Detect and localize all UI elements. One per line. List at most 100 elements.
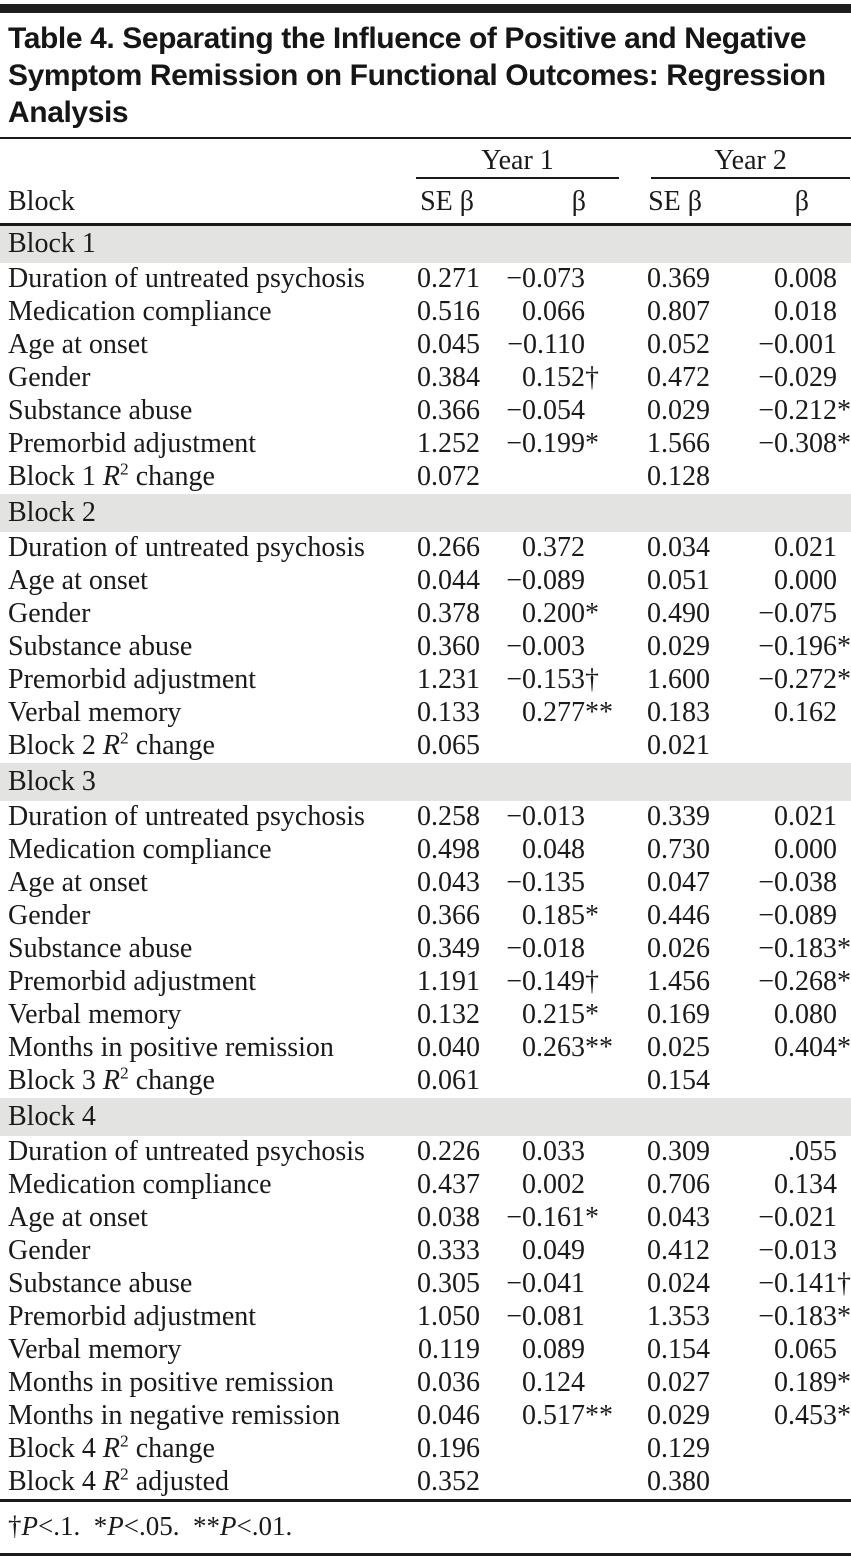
- year1-beta-value: 0.215 *: [490, 999, 620, 1032]
- year1-beta-value: [490, 1466, 620, 1499]
- row-label: Premorbid adjustment: [8, 428, 257, 459]
- row-label: Block 3 R2 change: [8, 1063, 215, 1096]
- table-row: Age at onset 0.043 −0.135 0.047 −0.038: [0, 867, 851, 900]
- row-label: Verbal memory: [8, 697, 182, 728]
- beta-value-wrap: −0.054: [490, 395, 620, 427]
- table-row: Verbal memory 0.132 0.215 * 0.169 0.080: [0, 999, 851, 1032]
- beta-number: 0.124: [522, 1367, 586, 1398]
- significance-marker: **: [585, 1400, 614, 1431]
- year2-se-beta-value: 0.706: [647, 1169, 711, 1200]
- table-row: Premorbid adjustment 1.252 −0.199 * 1.566 −0.…: [0, 428, 851, 461]
- significance-marker: [585, 263, 620, 295]
- significance-marker: [837, 1235, 851, 1267]
- beta-number: −0.308: [758, 428, 838, 459]
- year2-se-beta-value: 0.490: [647, 598, 711, 629]
- beta-value-wrap: 0.162: [712, 697, 851, 729]
- beta-number: 0.008: [774, 263, 838, 294]
- table-body: Block 1 Duration of untreated psychosis 0.…: [0, 224, 851, 1499]
- significance-marker: [837, 697, 851, 729]
- row-label: Premorbid adjustment: [8, 664, 257, 695]
- year1-beta-value: 0.124: [490, 1367, 620, 1400]
- beta-number: 0.066: [522, 296, 586, 327]
- beta-number: 0.263: [522, 1032, 586, 1063]
- beta-number: 0.200: [522, 598, 586, 629]
- beta-number: 0.048: [522, 834, 586, 865]
- row-label: Premorbid adjustment: [8, 1301, 257, 1332]
- row-label: Block 4 R2 adjusted: [8, 1464, 229, 1497]
- beta-value-wrap: 0.021: [712, 801, 851, 833]
- beta-number: −0.161: [506, 1202, 586, 1233]
- year1-se-beta-value: 0.378: [417, 598, 480, 629]
- year2-se-beta-value: 0.128: [647, 461, 711, 492]
- significance-marker: †: [585, 966, 600, 997]
- year1-se-beta-value: 0.437: [417, 1169, 480, 1200]
- year1-beta-value: 0.277 **: [490, 697, 620, 730]
- row-label: Medication compliance: [8, 834, 272, 865]
- beta-value-wrap: 0.372: [490, 532, 620, 564]
- beta-number: −0.196: [758, 631, 838, 662]
- table-row: Substance abuse 0.366 −0.054 0.029 −0.212 *: [0, 395, 851, 428]
- beta-number: 0.002: [522, 1169, 586, 1200]
- beta-number: 0.000: [774, 834, 838, 865]
- year2-se-beta-header: SE β: [620, 180, 713, 226]
- beta-number: −0.003: [506, 631, 586, 662]
- beta-number: −0.141: [758, 1268, 838, 1299]
- significance-marker: [585, 296, 620, 328]
- year2-beta-value: −0.183 *: [712, 933, 851, 966]
- year1-beta-value: 0.089: [490, 1334, 620, 1367]
- row-label: Months in positive remission: [8, 1367, 334, 1398]
- year2-beta-value: 0.018: [712, 296, 851, 329]
- significance-marker: **: [837, 664, 851, 695]
- beta-value-wrap: 0.049: [490, 1235, 620, 1267]
- row-label: Block 1 R2 change: [8, 459, 215, 492]
- year2-beta-value: 0.021: [712, 801, 851, 834]
- year2-se-beta-value: 0.412: [647, 1235, 711, 1266]
- beta-value-wrap: −0.308**: [712, 428, 851, 460]
- beta-value-wrap: −0.029: [712, 362, 851, 394]
- beta-number: 0.049: [522, 1235, 586, 1266]
- significance-marker: [585, 395, 620, 427]
- table-row: Verbal memory 0.133 0.277 ** 0.183 0.162: [0, 697, 851, 730]
- significance-marker: *: [837, 1367, 851, 1398]
- beta-number: −0.054: [506, 395, 586, 426]
- year1-beta-value: −0.199 *: [490, 428, 620, 461]
- year2-beta-value: −0.272**: [712, 664, 851, 697]
- beta-number: −0.135: [506, 867, 586, 898]
- table-row: Age at onset 0.038 −0.161 * 0.043 −0.021: [0, 1202, 851, 1235]
- significance-marker: [837, 900, 851, 932]
- year2-beta-value: [712, 1466, 851, 1499]
- beta-value-wrap: 0.080: [712, 999, 851, 1031]
- year1-beta-value: 0.049: [490, 1235, 620, 1268]
- year1-beta-value: −0.149 †: [490, 966, 620, 999]
- table-row: Substance abuse 0.305 −0.041 0.024 −0.141 †: [0, 1268, 851, 1301]
- year2-se-beta-value: 1.353: [647, 1301, 711, 1332]
- beta-number: −0.110: [507, 329, 586, 360]
- row-label: Duration of untreated psychosis: [8, 263, 365, 294]
- beta-number: 0.162: [774, 697, 838, 728]
- row-label: Gender: [8, 598, 91, 629]
- year2-beta-value: −0.029: [712, 362, 851, 395]
- year2-se-beta-value: 0.051: [647, 565, 711, 596]
- year2-se-beta-value: 1.456: [647, 966, 711, 997]
- beta-value-wrap: −0.272**: [712, 664, 851, 696]
- beta-value-wrap: 0.048: [490, 834, 620, 866]
- table-row: Months in positive remission 0.036 0.124 0.…: [0, 1367, 851, 1400]
- beta-value-wrap: 0.124: [490, 1367, 620, 1399]
- year1-beta-header: β: [490, 180, 621, 226]
- row-label: Gender: [8, 1235, 91, 1266]
- table-row: Block 3 R2 change 0.061 0.154: [0, 1063, 851, 1098]
- beta-value-wrap: 0.002: [490, 1169, 620, 1201]
- row-label: Age at onset: [8, 329, 148, 360]
- beta-value-wrap: −0.110: [490, 329, 620, 361]
- year2-se-beta-value: 0.052: [647, 329, 711, 360]
- beta-number: −0.212: [758, 395, 838, 426]
- section-band-row: Block 2: [0, 493, 851, 532]
- year2-beta-value: [712, 461, 851, 494]
- year2-se-beta-value: 0.029: [647, 395, 711, 426]
- row-label: Substance abuse: [8, 631, 193, 662]
- beta-value-wrap: −0.013: [490, 801, 620, 833]
- year2-se-beta-value: 0.369: [647, 263, 711, 294]
- year1-beta-value: −0.153 †: [490, 664, 620, 697]
- year2-beta-value: −0.196 *: [712, 631, 851, 664]
- significance-marker: **: [585, 1032, 614, 1063]
